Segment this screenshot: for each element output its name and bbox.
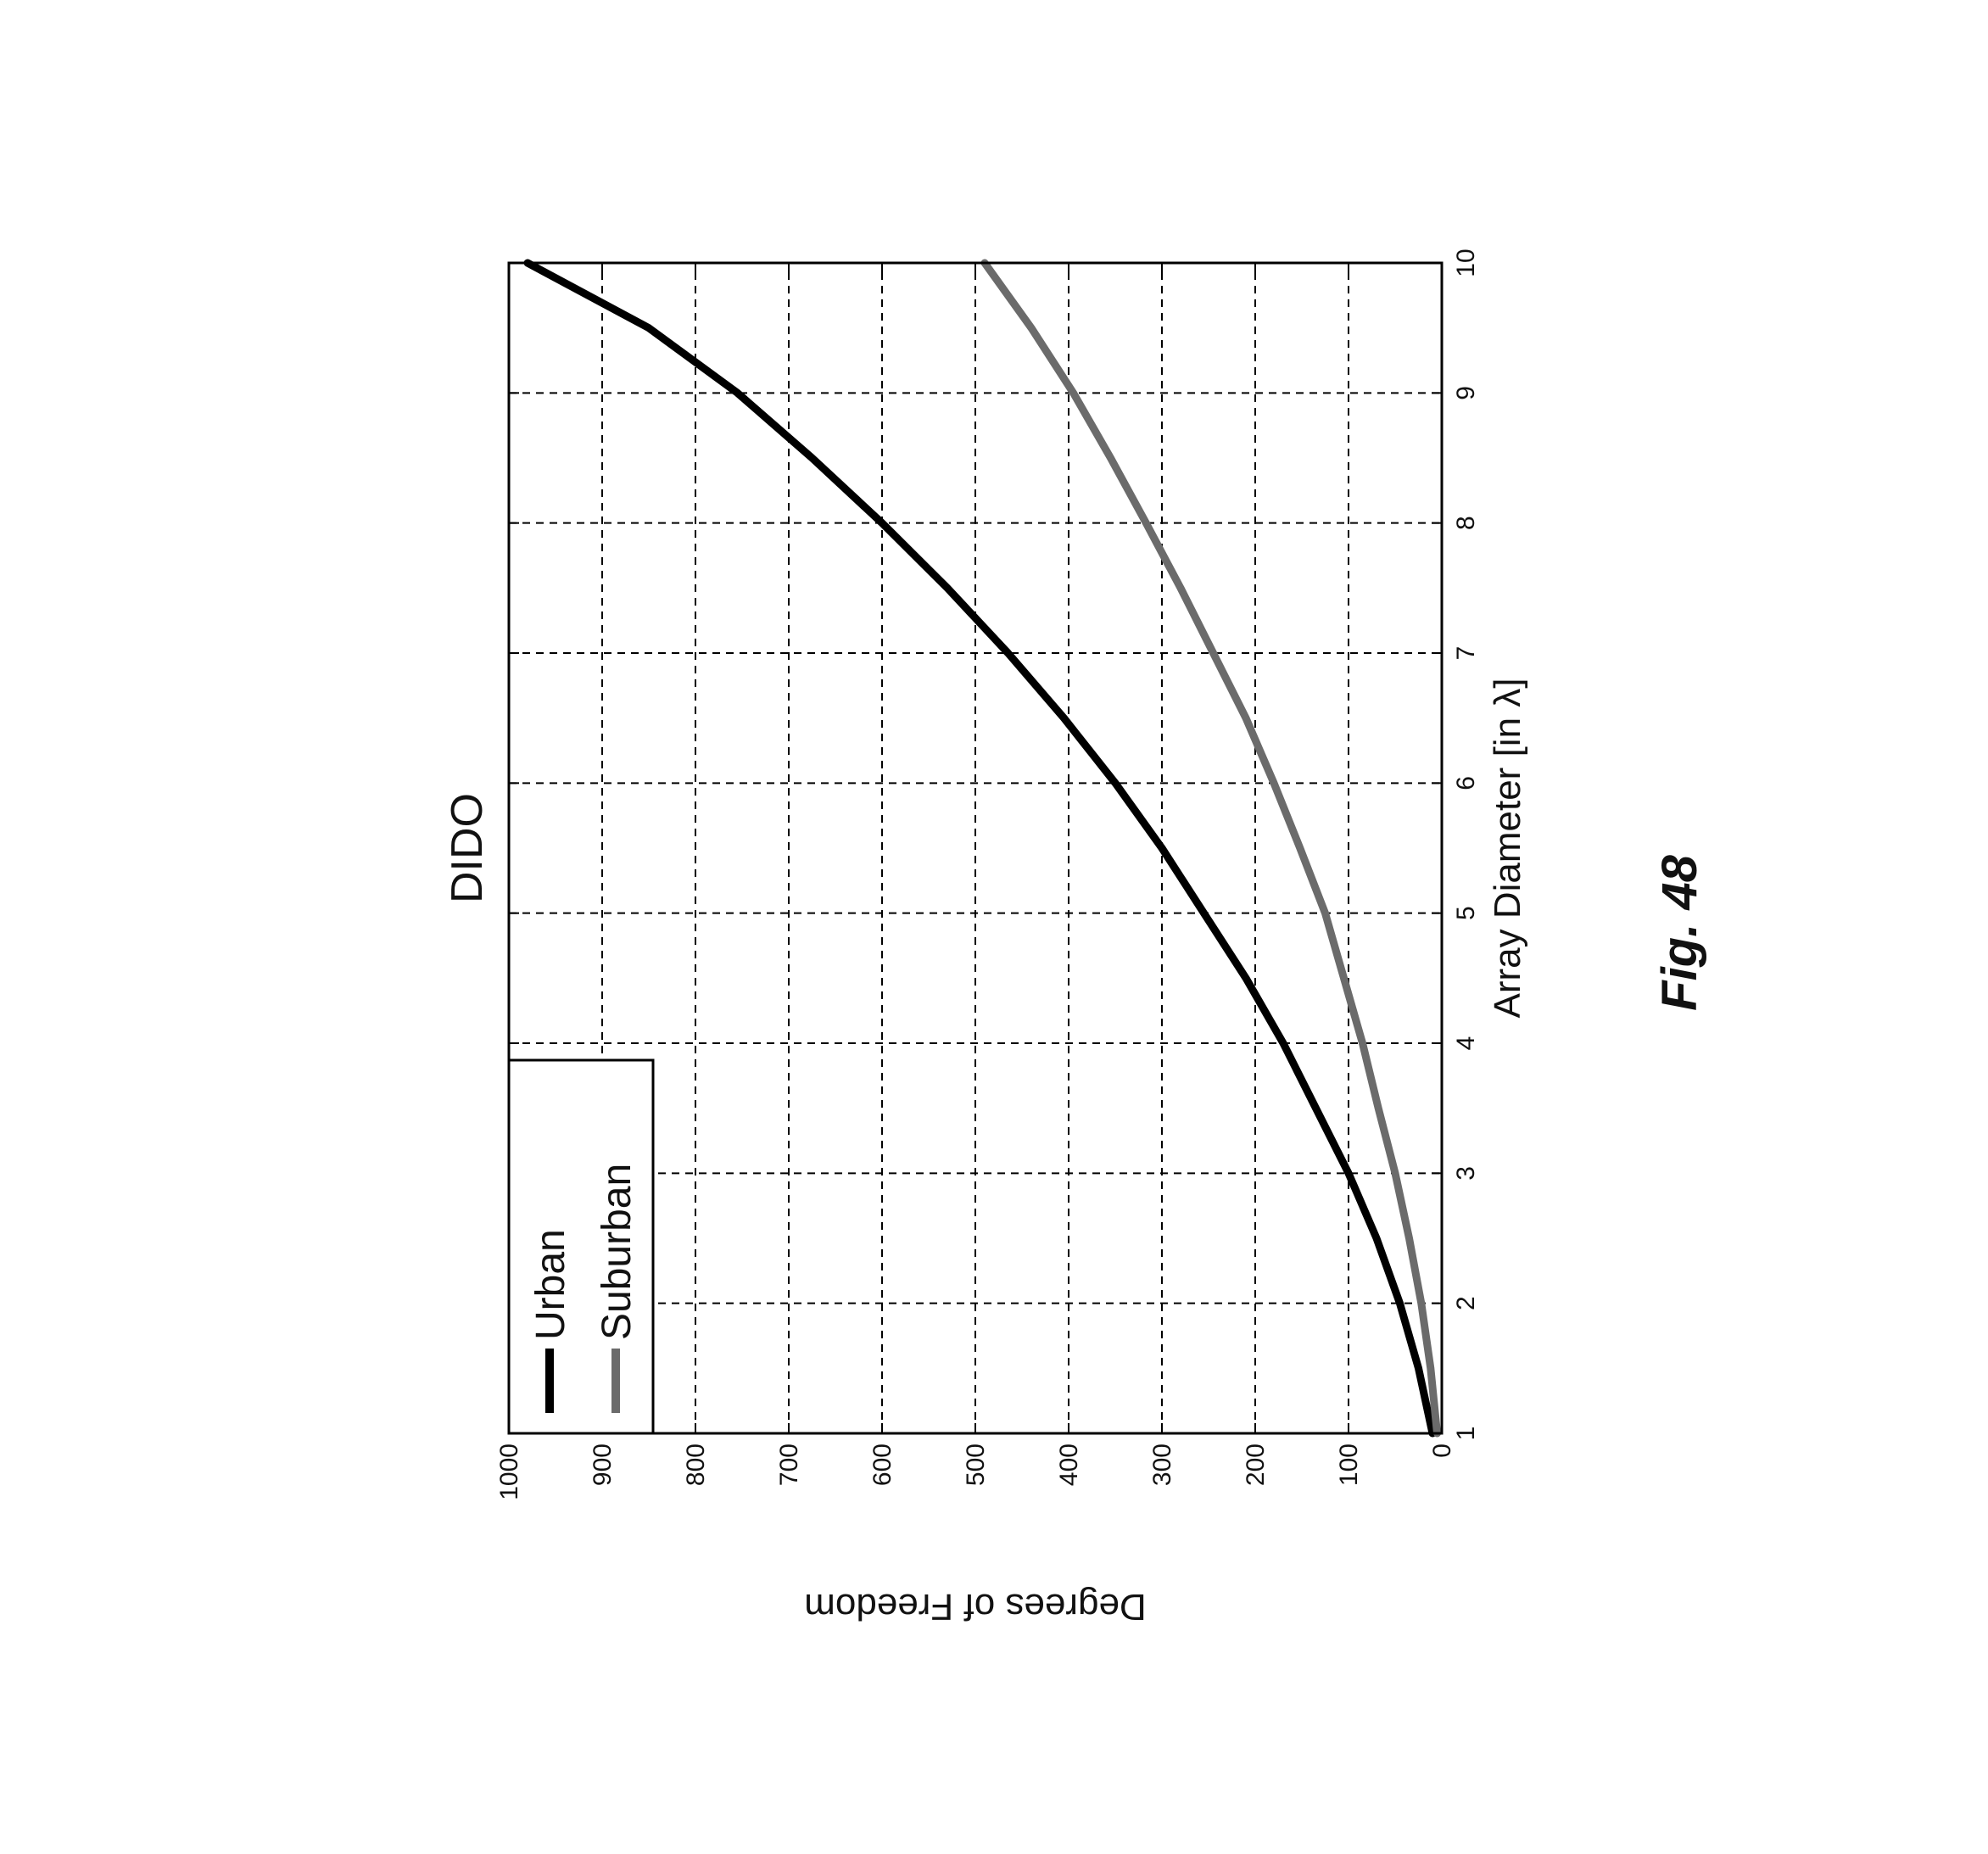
x-tick-label: 3 xyxy=(1452,1166,1480,1181)
x-axis-label: Array Diameter [in λ] xyxy=(1487,678,1528,1019)
y-tick-label: 900 xyxy=(589,1444,617,1486)
y-tick-label: 200 xyxy=(1242,1444,1270,1486)
x-tick-label: 7 xyxy=(1452,646,1480,661)
series-line-suburban xyxy=(985,263,1438,1433)
y-axis-label: Degrees of Freedom xyxy=(804,1586,1147,1628)
y-tick-label: 700 xyxy=(775,1444,803,1486)
y-tick-label: 500 xyxy=(962,1444,990,1486)
legend: Urban Suburban xyxy=(509,1060,653,1433)
x-tick-label: 1 xyxy=(1452,1427,1480,1441)
y-tick-label: 600 xyxy=(868,1444,896,1486)
x-tick-label: 4 xyxy=(1452,1036,1480,1051)
y-tick-label: 300 xyxy=(1148,1444,1176,1486)
legend-label-urban: Urban xyxy=(528,1229,573,1340)
x-tick-label: 8 xyxy=(1452,516,1480,530)
x-tick-label: 5 xyxy=(1452,906,1480,920)
legend-label-suburban: Suburban xyxy=(595,1164,639,1340)
rotated-chart: 1234567891001002003004005006007008009001… xyxy=(443,249,1528,1628)
y-tick-label: 400 xyxy=(1055,1444,1083,1486)
series-layer xyxy=(528,263,1438,1433)
x-tick-label: 9 xyxy=(1452,386,1480,400)
chart-title: DIDO xyxy=(443,793,492,903)
figure-caption: Fig. 48 xyxy=(1652,854,1707,1010)
x-tick-label: 2 xyxy=(1452,1296,1480,1310)
y-tick-label: 100 xyxy=(1335,1444,1363,1486)
x-tick-label: 10 xyxy=(1452,249,1480,276)
y-tick-label: 0 xyxy=(1428,1444,1456,1458)
y-tick-label: 1000 xyxy=(495,1444,523,1500)
y-tick-label: 800 xyxy=(682,1444,710,1486)
x-tick-label: 6 xyxy=(1452,776,1480,790)
